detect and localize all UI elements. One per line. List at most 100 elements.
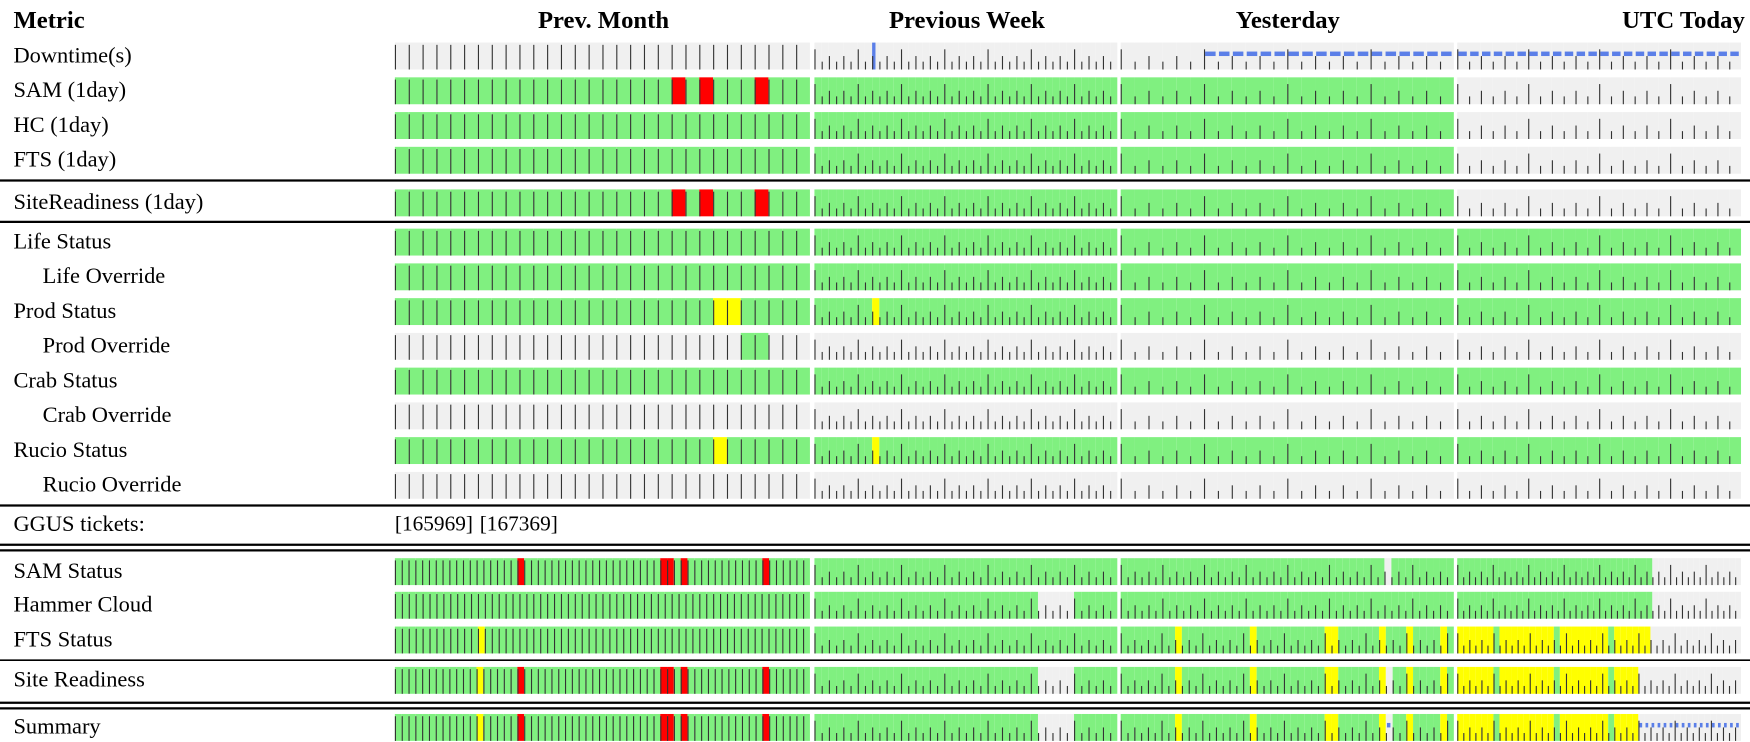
status-cell (1646, 77, 1659, 105)
status-cell (408, 558, 416, 586)
status-cell (879, 666, 887, 694)
status-cell (1575, 77, 1588, 105)
status-cell (602, 626, 610, 654)
status-cell (1480, 189, 1493, 217)
status-cell (1102, 298, 1111, 326)
status-cell (994, 591, 1002, 619)
status-cell (491, 626, 499, 654)
status-cell (609, 626, 617, 654)
status-cell (1147, 666, 1155, 694)
status-cell (1528, 228, 1540, 256)
status-cell (699, 591, 707, 619)
status-cell (814, 666, 822, 694)
status-cell (1095, 146, 1103, 174)
status-cell (944, 263, 952, 291)
status-cell (1469, 367, 1481, 395)
status-cell (643, 146, 658, 174)
status-cell (994, 558, 1002, 586)
status-cell (922, 591, 930, 619)
status-cell (1563, 298, 1576, 326)
status-cell (1699, 591, 1706, 619)
status-cell (1384, 77, 1399, 105)
status-cell (789, 591, 797, 619)
status-cell (1439, 263, 1454, 291)
status-cell (740, 263, 755, 291)
status-cell (944, 332, 952, 360)
status-cell (864, 367, 873, 395)
status-cell (965, 228, 974, 256)
status-cell (1486, 591, 1493, 619)
status-cell (1658, 77, 1671, 105)
status-cell (1030, 263, 1038, 291)
status-cell (922, 189, 930, 217)
status-cell (1037, 189, 1046, 217)
status-cell (1545, 591, 1552, 619)
status-cell (1287, 146, 1302, 174)
status-cell (762, 713, 770, 741)
status-cell (1095, 558, 1103, 586)
status-cell (828, 437, 837, 465)
status-cell (843, 591, 851, 619)
status-cell (1102, 367, 1111, 395)
status-cell (1273, 146, 1288, 174)
status-cell (671, 189, 686, 217)
status-cell (436, 367, 451, 395)
status-row (394, 332, 1742, 360)
status-cell (821, 437, 829, 465)
status-cell (929, 263, 938, 291)
status-cell (1587, 332, 1600, 360)
status-cell (464, 367, 478, 395)
status-cell (1398, 228, 1413, 256)
status-cell (1385, 626, 1393, 654)
status-cell (958, 332, 966, 360)
status-cell (1634, 332, 1647, 360)
status-cell (653, 558, 661, 586)
status-cell (1245, 228, 1260, 256)
status-cell (633, 713, 640, 741)
status-cell (1469, 666, 1476, 694)
status-cell (1492, 298, 1505, 326)
status-cell (491, 298, 506, 326)
status-cell (519, 332, 534, 360)
status-cell (1729, 471, 1742, 499)
status-cell (915, 402, 923, 430)
status-cell (728, 558, 736, 586)
status-cell (1088, 402, 1096, 430)
downtime-dash (1718, 51, 1727, 57)
status-cell (1670, 402, 1682, 430)
status-cell (401, 713, 409, 741)
status-cell (1059, 263, 1067, 291)
row-label: FTS Status (13, 626, 112, 651)
downtime-dash (1694, 51, 1704, 57)
status-cell (616, 437, 631, 465)
status-cell (408, 77, 423, 105)
status-cell (951, 112, 959, 139)
status-cell (1370, 437, 1385, 465)
status-cell (1342, 437, 1357, 465)
status-cell (1287, 77, 1302, 105)
status-cell (713, 367, 727, 395)
status-cell (1504, 146, 1517, 174)
status-cell (1614, 626, 1621, 654)
status-cell (1693, 112, 1706, 139)
status-cell (1066, 112, 1075, 139)
status-cell (626, 713, 634, 741)
status-cell (1370, 189, 1385, 217)
status-cell (857, 298, 865, 326)
status-cell (1176, 77, 1191, 105)
status-cell (726, 228, 741, 256)
status-cell (1541, 666, 1548, 694)
status-cell (886, 666, 894, 694)
status-cell (1074, 402, 1082, 430)
status-cell (1059, 228, 1067, 256)
status-cell (519, 146, 534, 174)
status-cell (1148, 402, 1163, 430)
status-cell (435, 666, 443, 694)
status-cell (1516, 332, 1529, 360)
status-cell (1412, 112, 1427, 139)
status-cell (1622, 437, 1635, 465)
status-cell (1426, 471, 1440, 499)
status-cell (1249, 626, 1257, 654)
downtime-dash (1371, 51, 1383, 57)
status-cell (630, 367, 644, 395)
